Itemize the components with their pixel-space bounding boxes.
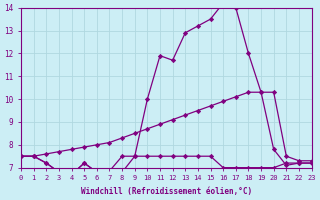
X-axis label: Windchill (Refroidissement éolien,°C): Windchill (Refroidissement éolien,°C) — [81, 187, 252, 196]
